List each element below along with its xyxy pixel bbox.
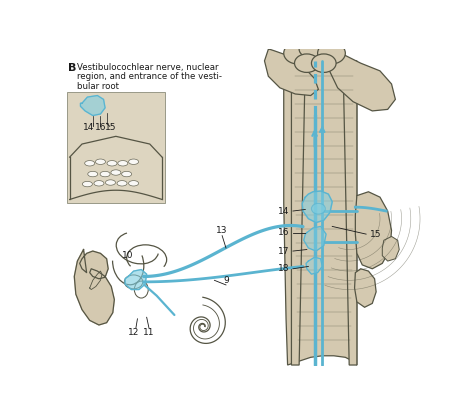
Polygon shape [125, 270, 146, 290]
Text: region, and entrance of the vesti-: region, and entrance of the vesti- [77, 72, 222, 81]
Polygon shape [328, 49, 395, 111]
Polygon shape [306, 257, 322, 274]
Polygon shape [81, 95, 105, 115]
Text: B: B [68, 63, 76, 73]
Polygon shape [66, 92, 165, 203]
Text: 10: 10 [122, 251, 134, 260]
Polygon shape [356, 192, 392, 269]
Ellipse shape [88, 171, 98, 177]
Text: 11: 11 [143, 328, 155, 337]
Polygon shape [304, 226, 326, 251]
Polygon shape [383, 236, 399, 261]
Text: 15: 15 [370, 230, 382, 239]
Ellipse shape [128, 159, 138, 164]
Polygon shape [355, 269, 376, 307]
Text: 15: 15 [105, 123, 116, 132]
Ellipse shape [94, 180, 104, 186]
Text: 13: 13 [217, 226, 228, 235]
Text: 16: 16 [95, 123, 106, 132]
Ellipse shape [284, 42, 311, 64]
Text: bular root: bular root [77, 82, 119, 91]
Ellipse shape [100, 171, 110, 177]
Polygon shape [302, 191, 332, 223]
Ellipse shape [106, 180, 116, 185]
Text: 16: 16 [278, 228, 290, 237]
Text: 14: 14 [82, 123, 94, 132]
Ellipse shape [118, 161, 128, 166]
Text: Vestibulocochlear nerve, nuclear: Vestibulocochlear nerve, nuclear [77, 63, 219, 72]
Ellipse shape [122, 171, 132, 177]
Ellipse shape [128, 180, 138, 186]
Text: 9: 9 [223, 276, 229, 285]
Ellipse shape [311, 203, 325, 214]
Ellipse shape [117, 180, 127, 186]
Ellipse shape [111, 170, 121, 175]
Polygon shape [284, 61, 357, 365]
Ellipse shape [299, 40, 330, 58]
Ellipse shape [82, 181, 92, 187]
Ellipse shape [294, 54, 319, 72]
Ellipse shape [107, 161, 117, 166]
Text: 14: 14 [278, 206, 290, 215]
Polygon shape [292, 61, 357, 365]
Text: 12: 12 [128, 328, 139, 337]
Polygon shape [264, 49, 319, 95]
Text: 17: 17 [278, 247, 290, 256]
Ellipse shape [318, 42, 346, 64]
Text: 18: 18 [278, 264, 290, 273]
Ellipse shape [95, 159, 106, 164]
Polygon shape [74, 249, 114, 325]
Ellipse shape [85, 161, 95, 166]
Ellipse shape [311, 54, 336, 72]
